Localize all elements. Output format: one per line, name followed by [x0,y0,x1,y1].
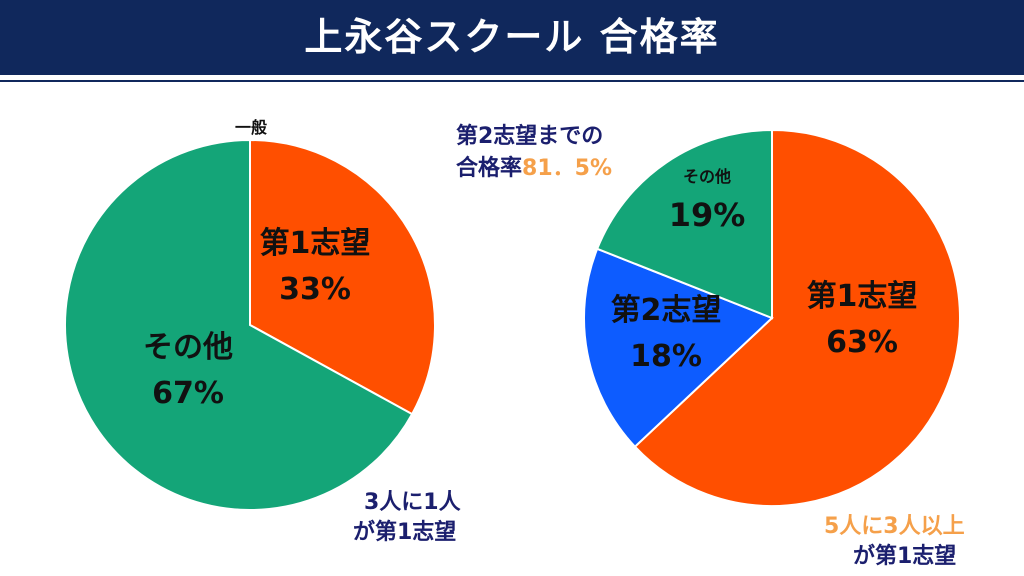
right-annotation-bottom-line1: 5人に3人以上 [824,514,965,539]
chart1-slice-2 [64,138,414,511]
title-bar [0,0,1024,75]
pass-rate-label: 合格率 [456,156,523,181]
chart1-slice-1-name: 第1志望 [260,226,371,261]
pass-rate-value: 81．5% [522,156,612,181]
chart1-slice-2-name: その他 [143,330,233,365]
right-annotation-bottom-line2: が第1志望 [853,544,957,569]
chart1-slice-1-value: 33% [279,272,351,307]
chart2-slice-3 [595,128,773,320]
chart2-slice-2-value: 18% [630,339,702,374]
left-annotation-line2: が第1志望 [353,520,457,545]
chart1-slice-1 [249,138,436,416]
chart2-slice-2 [583,247,774,449]
chart2-slice-3-name: その他 [683,167,731,186]
chart2-slice-1-value: 63% [826,325,898,360]
title-divider [0,80,1024,82]
chart2-slice-3-value: 19% [669,196,746,234]
right-annotation-top-line2: 合格率81．5% [456,150,612,182]
chart2-slice-1 [633,128,961,507]
right-annotation-top-line1: 第2志望までの [456,124,604,149]
chart1-slice-2-value: 67% [152,376,224,411]
chart2-slice-2-name: 第2志望 [611,293,722,328]
chart2-slice-1-name: 第1志望 [807,279,918,314]
left-annotation-line1: 3人に1人 [364,490,461,515]
left-chart-title: 一般 [235,118,268,137]
page-title: 上永谷スクール 合格率 [304,15,720,59]
